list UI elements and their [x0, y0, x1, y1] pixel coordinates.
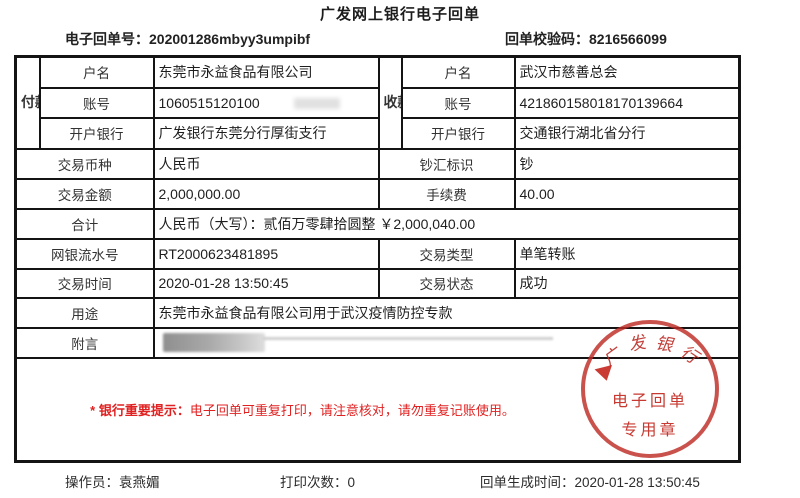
stamp-line1: 电子回单 — [611, 393, 688, 410]
payer-bank-label: 开户银行 — [38, 116, 155, 150]
print-count-info: 打印次数：0 — [280, 471, 355, 491]
cash-flag-value: 钞 — [513, 147, 741, 180]
payee-bank-label: 开户银行 — [400, 116, 516, 150]
receipt-number-value: 202001286mbyy3umpibf — [149, 31, 311, 47]
payer-bank-value: 广发银行东莞分行厚街支行 — [152, 116, 380, 150]
time-value: 2020-01-28 13:50:45 — [152, 267, 380, 299]
status-value: 成功 — [513, 267, 741, 299]
amount-label: 交易金额 — [14, 177, 155, 210]
table-row: 账号 1060515120100 账号 42186015801817013966… — [16, 86, 741, 119]
bank-notice-prefix: * 银行重要提示： — [90, 402, 190, 418]
stamp-arc-char: 发 — [630, 332, 647, 355]
serial-value: RT2000623481895 — [152, 237, 380, 270]
remark-label: 附言 — [14, 326, 155, 359]
redaction-blob — [162, 332, 265, 352]
receipt-table: 付款人 户名 东莞市永益食品有限公司 收款人 户名 武汉市慈善总会 账号 106… — [14, 55, 741, 463]
currency-label: 交易币种 — [14, 147, 155, 180]
amount-value: 2,000,000.00 — [152, 177, 380, 210]
total-value: 人民币（大写）：贰佰万零肆拾圆整 ￥2,000,040.00 — [152, 207, 741, 240]
redacted-remark — [159, 331, 735, 355]
payer-account-label: 账号 — [38, 86, 155, 119]
payer-name-label: 户名 — [38, 55, 155, 89]
table-row: 交易金额 2,000,000.00 手续费 40.00 — [14, 177, 741, 210]
payer-account-value: 1060515120100 — [152, 86, 380, 119]
serial-label: 网银流水号 — [14, 237, 155, 270]
operator-value: 袁燕媚 — [119, 475, 160, 490]
table-row: 用途 东莞市永益食品有限公司用于武汉疫情防控专款 — [14, 296, 741, 329]
currency-value: 人民币 — [152, 147, 380, 180]
stamp-ring — [581, 320, 719, 458]
time-label: 交易时间 — [14, 267, 155, 299]
bank-notice: * 银行重要提示：电子回单可重复打印，请注意核对，请勿重复记账使用。 — [21, 400, 734, 419]
payee-account-value: 421860158018170139664 — [513, 86, 741, 119]
print-count-value: 0 — [347, 475, 356, 490]
redaction-line — [262, 336, 553, 340]
receipt-number-label: 电子回单号： — [65, 31, 149, 47]
receipt-number: 电子回单号：202001286mbyy3umpibf — [65, 29, 310, 49]
payee-side-header: 收款人 — [377, 55, 403, 150]
generated-time-value: 2020-01-28 13:50:45 — [574, 475, 700, 490]
bank-notice-text: 电子回单可重复打印，请注意核对，请勿重复记账使用。 — [189, 402, 515, 418]
status-label: 交易状态 — [377, 267, 516, 299]
fee-value: 40.00 — [513, 177, 741, 210]
redacted-account-smudge — [293, 98, 340, 110]
generated-time-label: 回单生成时间： — [480, 475, 575, 490]
fee-label: 手续费 — [377, 177, 516, 210]
type-value: 单笔转账 — [513, 237, 741, 270]
check-code: 回单校验码：8216566099 — [505, 29, 667, 49]
table-row: 交易时间 2020-01-28 13:50:45 交易状态 成功 — [14, 267, 741, 299]
payer-side-header: 付款人 — [14, 55, 41, 150]
operator-label: 操作员： — [65, 475, 119, 490]
stamp-line2: 专用章 — [621, 422, 679, 439]
payer-name-value: 东莞市永益食品有限公司 — [152, 55, 380, 89]
operator-info: 操作员：袁燕媚 — [65, 471, 160, 491]
check-code-value: 8216566099 — [589, 31, 667, 47]
electronic-receipt-stamp: 广 发 银 行 电子回单 专用章 — [581, 320, 719, 458]
table-row: 合计 人民币（大写）：贰佰万零肆拾圆整 ￥2,000,040.00 — [14, 207, 741, 240]
table-row: 网银流水号 RT2000623481895 交易类型 单笔转账 — [14, 237, 741, 270]
generated-time-info: 回单生成时间：2020-01-28 13:50:45 — [480, 471, 700, 491]
cash-flag-label: 钞汇标识 — [377, 147, 516, 180]
payee-bank-value: 交通银行湖北省分行 — [513, 116, 741, 150]
purpose-label: 用途 — [14, 296, 155, 329]
payee-name-value: 武汉市慈善总会 — [513, 55, 741, 89]
payee-account-label: 账号 — [400, 86, 516, 119]
total-label: 合计 — [14, 207, 155, 240]
table-row: 开户银行 广发银行东莞分行厚街支行 开户银行 交通银行湖北省分行 — [16, 116, 741, 150]
purpose-value: 东莞市永益食品有限公司用于武汉疫情防控专款 — [152, 296, 741, 329]
page-title: 广发网上银行电子回单 — [319, 6, 480, 23]
print-count-label: 打印次数： — [280, 475, 348, 490]
payee-name-label: 户名 — [400, 55, 516, 89]
table-row: 交易币种 人民币 钞汇标识 钞 — [14, 147, 741, 180]
table-row: 付款人 户名 东莞市永益食品有限公司 收款人 户名 武汉市慈善总会 — [14, 55, 741, 150]
type-label: 交易类型 — [377, 237, 516, 270]
check-code-label: 回单校验码： — [505, 31, 589, 47]
